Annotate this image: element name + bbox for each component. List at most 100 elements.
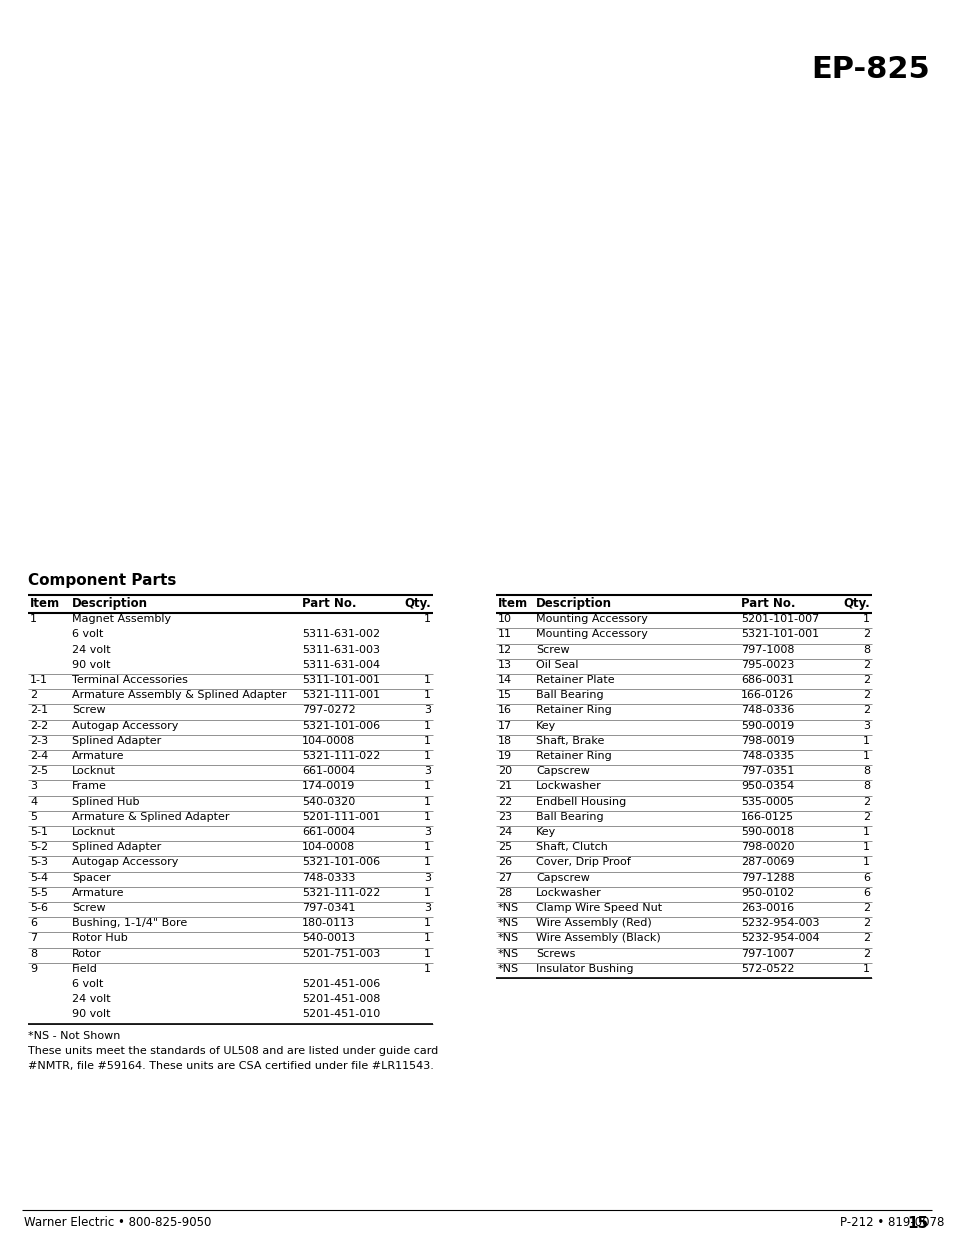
Text: 2: 2: [862, 918, 869, 929]
Text: 3: 3: [423, 705, 431, 715]
Text: Oil Seal: Oil Seal: [536, 659, 578, 669]
Text: 19: 19: [497, 751, 512, 761]
Text: 5311-631-003: 5311-631-003: [302, 645, 379, 655]
Text: Capscrew: Capscrew: [536, 766, 589, 777]
Text: 2: 2: [862, 903, 869, 913]
Text: Endbell Housing: Endbell Housing: [536, 797, 625, 806]
Text: 174-0019: 174-0019: [302, 782, 355, 792]
Text: 590-0018: 590-0018: [740, 827, 794, 837]
Text: 166-0125: 166-0125: [740, 811, 793, 821]
Text: 795-0023: 795-0023: [740, 659, 794, 669]
Text: Splined Adapter: Splined Adapter: [71, 842, 161, 852]
Text: 797-1288: 797-1288: [740, 873, 794, 883]
Text: 1: 1: [423, 934, 431, 944]
Text: Wire Assembly (Black): Wire Assembly (Black): [536, 934, 660, 944]
Text: 5321-101-001: 5321-101-001: [740, 630, 819, 640]
Text: 1: 1: [423, 614, 431, 624]
Text: 686-0031: 686-0031: [740, 676, 793, 685]
Text: 1: 1: [423, 842, 431, 852]
Text: 104-0008: 104-0008: [302, 842, 355, 852]
Text: 2-3: 2-3: [30, 736, 48, 746]
Text: Qty.: Qty.: [842, 597, 869, 610]
Text: 6: 6: [862, 873, 869, 883]
Text: 2-4: 2-4: [30, 751, 49, 761]
Text: 8: 8: [862, 782, 869, 792]
Text: Frame: Frame: [71, 782, 107, 792]
Text: 26: 26: [497, 857, 512, 867]
Text: 180-0113: 180-0113: [302, 918, 355, 929]
Text: Magnet Assembly: Magnet Assembly: [71, 614, 171, 624]
Text: 1: 1: [423, 888, 431, 898]
Text: 798-0020: 798-0020: [740, 842, 794, 852]
Text: Armature Assembly & Splined Adapter: Armature Assembly & Splined Adapter: [71, 690, 286, 700]
Text: 1: 1: [423, 690, 431, 700]
Text: 2: 2: [862, 948, 869, 958]
Text: 1: 1: [423, 797, 431, 806]
Text: 5-4: 5-4: [30, 873, 48, 883]
Text: Armature & Splined Adapter: Armature & Splined Adapter: [71, 811, 230, 821]
Text: 12: 12: [497, 645, 512, 655]
Text: 8: 8: [30, 948, 37, 958]
Text: Rotor: Rotor: [71, 948, 102, 958]
Text: Lockwasher: Lockwasher: [536, 782, 601, 792]
Text: 3: 3: [423, 903, 431, 913]
Text: 13: 13: [497, 659, 512, 669]
Text: 5-3: 5-3: [30, 857, 48, 867]
Text: 1: 1: [423, 963, 431, 974]
Text: Screws: Screws: [536, 948, 575, 958]
Text: 1: 1: [423, 857, 431, 867]
Text: 5-1: 5-1: [30, 827, 48, 837]
Text: Insulator Bushing: Insulator Bushing: [536, 963, 633, 974]
Text: Splined Hub: Splined Hub: [71, 797, 139, 806]
Text: 5321-101-006: 5321-101-006: [302, 857, 379, 867]
Text: *NS: *NS: [497, 918, 518, 929]
Text: 1: 1: [423, 782, 431, 792]
Text: *NS: *NS: [497, 963, 518, 974]
Text: 540-0320: 540-0320: [302, 797, 355, 806]
Text: Item: Item: [497, 597, 528, 610]
Text: 5321-111-001: 5321-111-001: [302, 690, 379, 700]
Text: Screw: Screw: [71, 705, 106, 715]
Text: These units meet the standards of UL508 and are listed under guide card: These units meet the standards of UL508 …: [28, 1046, 437, 1056]
Text: 11: 11: [497, 630, 512, 640]
Text: 2: 2: [862, 676, 869, 685]
Text: 798-0019: 798-0019: [740, 736, 794, 746]
Text: 797-1007: 797-1007: [740, 948, 794, 958]
Text: 16: 16: [497, 705, 512, 715]
Text: Shaft, Brake: Shaft, Brake: [536, 736, 604, 746]
Text: 5: 5: [30, 811, 37, 821]
Text: Armature: Armature: [71, 751, 125, 761]
Text: 5201-111-001: 5201-111-001: [302, 811, 379, 821]
Text: 748-0335: 748-0335: [740, 751, 794, 761]
Text: 8: 8: [862, 645, 869, 655]
Text: Rotor Hub: Rotor Hub: [71, 934, 128, 944]
Text: Component Parts: Component Parts: [28, 573, 176, 588]
Text: 5-6: 5-6: [30, 903, 48, 913]
Text: 23: 23: [497, 811, 512, 821]
Text: Armature: Armature: [71, 888, 125, 898]
Text: 5311-631-002: 5311-631-002: [302, 630, 379, 640]
Text: #NMTR, file #59164. These units are CSA certified under file #LR11543.: #NMTR, file #59164. These units are CSA …: [28, 1061, 434, 1071]
Text: 166-0126: 166-0126: [740, 690, 793, 700]
Text: 4: 4: [30, 797, 37, 806]
Text: 3: 3: [423, 827, 431, 837]
Text: 1: 1: [423, 676, 431, 685]
Text: 8: 8: [862, 766, 869, 777]
Text: 90 volt: 90 volt: [71, 1009, 111, 1019]
Text: Locknut: Locknut: [71, 827, 116, 837]
Text: 24 volt: 24 volt: [71, 645, 111, 655]
Text: 1-1: 1-1: [30, 676, 48, 685]
Text: 2-1: 2-1: [30, 705, 48, 715]
Text: 90 volt: 90 volt: [71, 659, 111, 669]
Text: 24: 24: [497, 827, 512, 837]
Text: 14: 14: [497, 676, 512, 685]
Text: Part No.: Part No.: [740, 597, 795, 610]
Text: 3: 3: [862, 720, 869, 731]
Text: 6 volt: 6 volt: [71, 630, 103, 640]
Text: 24 volt: 24 volt: [71, 994, 111, 1004]
Text: 6 volt: 6 volt: [71, 979, 103, 989]
Text: Spacer: Spacer: [71, 873, 111, 883]
Text: 1: 1: [30, 614, 37, 624]
Text: 2-2: 2-2: [30, 720, 49, 731]
Text: Field: Field: [71, 963, 98, 974]
